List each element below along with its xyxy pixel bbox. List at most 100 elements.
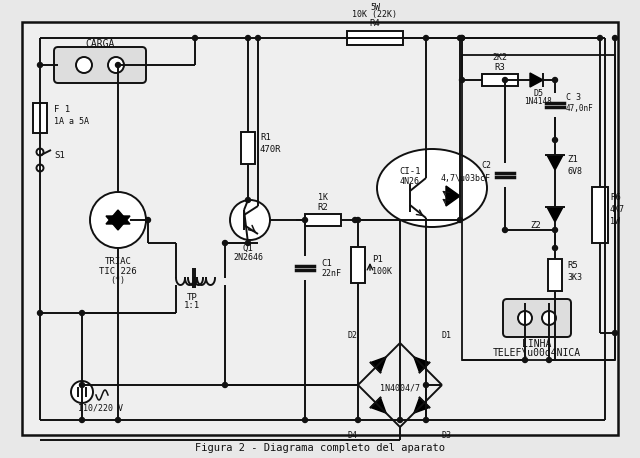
- Circle shape: [502, 77, 508, 82]
- Text: 5W: 5W: [370, 2, 380, 11]
- Text: D5: D5: [533, 89, 543, 98]
- Circle shape: [458, 218, 463, 223]
- Circle shape: [552, 137, 557, 142]
- Text: 100K: 100K: [372, 267, 392, 277]
- Text: Z2: Z2: [531, 220, 541, 229]
- Text: 1:1: 1:1: [184, 301, 200, 311]
- Text: D4: D4: [348, 431, 358, 440]
- Text: R6: R6: [610, 192, 621, 202]
- Circle shape: [460, 77, 465, 82]
- Text: C 3: C 3: [566, 93, 581, 102]
- Text: D2: D2: [348, 331, 358, 339]
- Circle shape: [355, 218, 360, 223]
- Bar: [462, 55, 615, 360]
- Circle shape: [552, 245, 557, 251]
- Circle shape: [353, 218, 358, 223]
- Circle shape: [38, 311, 42, 316]
- Bar: [33, 103, 47, 133]
- Circle shape: [458, 36, 463, 40]
- Circle shape: [552, 77, 557, 82]
- Circle shape: [522, 358, 527, 362]
- Polygon shape: [371, 357, 386, 372]
- Text: CARGA: CARGA: [85, 39, 115, 49]
- Circle shape: [71, 381, 93, 403]
- Text: R4: R4: [370, 20, 380, 28]
- Text: (*): (*): [111, 276, 125, 284]
- Polygon shape: [446, 186, 460, 206]
- Bar: [241, 132, 255, 164]
- Circle shape: [424, 418, 429, 422]
- Text: R5: R5: [567, 261, 578, 269]
- Circle shape: [552, 228, 557, 233]
- Circle shape: [79, 382, 84, 387]
- Text: C1: C1: [321, 258, 332, 267]
- Text: 470R: 470R: [260, 146, 282, 154]
- Text: TP: TP: [187, 293, 197, 301]
- Circle shape: [76, 57, 92, 73]
- Circle shape: [223, 240, 227, 245]
- Text: 3K3: 3K3: [567, 273, 582, 282]
- Text: C2: C2: [481, 160, 491, 169]
- Text: S1: S1: [54, 151, 65, 159]
- Polygon shape: [414, 357, 429, 372]
- Text: CI-1: CI-1: [399, 168, 420, 176]
- FancyBboxPatch shape: [503, 299, 571, 337]
- Polygon shape: [547, 207, 563, 222]
- Text: 2K2: 2K2: [493, 54, 508, 62]
- Text: 22nF: 22nF: [321, 269, 341, 278]
- Bar: [351, 247, 365, 283]
- Text: 1W: 1W: [610, 217, 620, 225]
- Text: R2: R2: [317, 202, 328, 212]
- Circle shape: [246, 36, 250, 40]
- Ellipse shape: [377, 149, 487, 227]
- Text: 1N4148: 1N4148: [524, 98, 552, 107]
- Circle shape: [38, 62, 42, 67]
- Polygon shape: [547, 155, 563, 170]
- Text: TRIAC: TRIAC: [104, 257, 131, 267]
- Text: R3: R3: [495, 62, 506, 71]
- Text: TIC 226: TIC 226: [99, 267, 137, 276]
- Text: Z1: Z1: [567, 154, 578, 164]
- Text: D1: D1: [442, 331, 452, 339]
- Circle shape: [79, 418, 84, 422]
- Text: 110/220 V: 110/220 V: [77, 403, 122, 413]
- Polygon shape: [106, 216, 130, 230]
- Circle shape: [460, 36, 465, 40]
- Circle shape: [303, 218, 307, 223]
- Circle shape: [303, 418, 307, 422]
- Circle shape: [145, 218, 150, 223]
- Bar: [305, 214, 341, 226]
- Circle shape: [460, 36, 465, 40]
- Text: LINHA: LINHA: [522, 339, 552, 349]
- Circle shape: [518, 311, 532, 325]
- Polygon shape: [414, 398, 429, 413]
- Circle shape: [424, 36, 429, 40]
- Circle shape: [355, 418, 360, 422]
- Text: 2N2646: 2N2646: [233, 252, 263, 262]
- Circle shape: [397, 418, 403, 422]
- Circle shape: [90, 192, 146, 248]
- FancyBboxPatch shape: [54, 47, 146, 83]
- Text: F 1: F 1: [54, 105, 70, 114]
- Circle shape: [542, 311, 556, 325]
- Circle shape: [598, 36, 602, 40]
- Circle shape: [246, 197, 250, 202]
- Text: 4K7: 4K7: [610, 205, 625, 213]
- Text: R1: R1: [260, 133, 271, 142]
- Circle shape: [115, 418, 120, 422]
- Polygon shape: [530, 73, 543, 87]
- Text: 1A a 5A: 1A a 5A: [54, 118, 89, 126]
- Polygon shape: [106, 210, 130, 224]
- Text: 4N26: 4N26: [400, 178, 420, 186]
- Circle shape: [193, 36, 198, 40]
- Text: Q1: Q1: [243, 244, 253, 252]
- Circle shape: [36, 164, 44, 171]
- Text: Figura 2 - Diagrama completo del aparato: Figura 2 - Diagrama completo del aparato: [195, 443, 445, 453]
- Circle shape: [547, 358, 552, 362]
- Circle shape: [246, 240, 250, 245]
- Circle shape: [424, 382, 429, 387]
- Circle shape: [230, 200, 270, 240]
- Circle shape: [612, 36, 618, 40]
- Circle shape: [612, 331, 618, 336]
- Text: 4,7\u03bcF: 4,7\u03bcF: [441, 174, 491, 182]
